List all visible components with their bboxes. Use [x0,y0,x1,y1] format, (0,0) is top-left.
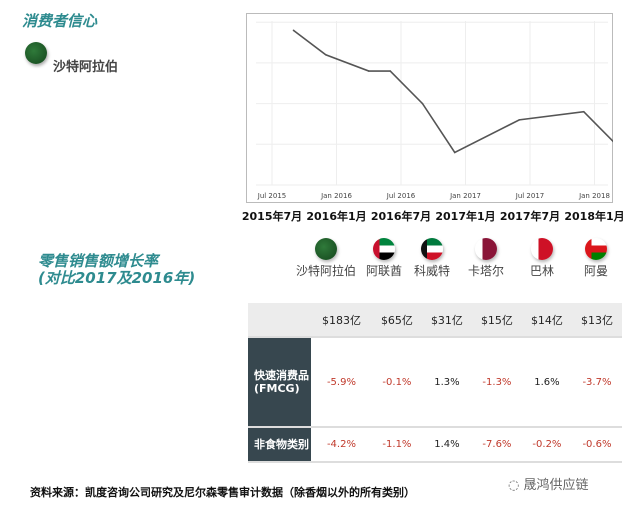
oman-flag-icon [585,238,607,260]
table-row-nonfood: 非食物类别 -4.2% -1.1% 1.4% -7.6% -0.2% -0.6% [248,426,622,463]
retail-growth-table: $183亿 $65亿 $31亿 $15亿 $14亿 $13亿 快速消费品 (FMCG) -5.… [248,303,622,463]
retail-title-line1: 零售销售额增长率 [38,252,159,270]
nonfood-growth-cell: -0.2% [521,426,572,463]
watermark: ◌ 晟鸿供应链 [508,474,589,493]
consumer-confidence-title: 消费者信心 [22,12,98,30]
retail-title-line2: (对比2017及2016年) [38,269,196,287]
data-point [518,119,521,121]
x-label-cn: 2016年1月 [306,210,367,223]
fmcg-growth-cell: -5.9% [311,336,372,427]
x-tick-label: Jan 2016 [320,192,352,200]
chart-frame [246,13,613,203]
kuwait-flag-icon [421,238,443,260]
market-size-cell: $14亿 [521,303,572,337]
country-label: 巴林 [529,264,555,278]
nonfood-growth-cell: 1.4% [421,426,472,463]
x-tick-label: Jul 2015 [257,192,287,200]
data-point [453,151,456,154]
nonfood-growth-cell: -4.2% [311,426,372,463]
x-label-cn: 2016年7月 [370,210,432,223]
x-label-cn: 2017年7月 [499,210,561,223]
data-point [421,102,424,105]
x-tick-label: Jan 2018 [578,192,610,200]
qatar-flag-icon [475,238,497,260]
market-size-cell: $13亿 [571,303,622,337]
country-label: 沙特阿拉伯 [295,264,357,278]
x-tick-label: Jul 2017 [515,192,545,200]
data-point [389,70,392,72]
consumer-confidence-chart: Jul 2015 Jan 2016 Jul 2016 Jan 2017 Jul 2017… [256,21,613,200]
market-size-cell: $15亿 [471,303,522,337]
fmcg-growth-cell: 1.3% [421,336,472,427]
table-header-row: $183亿 $65亿 $31亿 $15亿 $14亿 $13亿 [248,303,622,337]
country-label: 阿联酋 [365,264,403,278]
market-size-cell: $65亿 [371,303,422,337]
nonfood-growth-cell: -1.1% [371,426,422,463]
nonfood-growth-cell: -7.6% [471,426,522,463]
data-point [292,29,295,32]
country-label: 卡塔尔 [467,264,505,278]
country-label: 阿曼 [583,264,609,278]
watermark-text: 晟鸿供应链 [523,478,589,493]
retail-growth-title: 零售销售额增长率 (对比2017及2016年) [38,253,195,287]
row-header-nonfood: 非食物类别 [248,426,311,463]
table-row-fmcg: 快速消费品 (FMCG) -5.9% -0.1% 1.3% -1.3% 1.6% -3.7% [248,336,622,427]
wechat-icon: ◌ [508,478,524,493]
country-label: 沙特阿拉伯 [53,60,119,75]
source-footer: 资料来源：凯度咨询公司研究及尼尔森零售审计数据（除香烟以外的所有类别） [30,486,415,499]
x-tick-label: Jan 2017 [449,192,481,200]
fmcg-growth-cell: -1.3% [471,336,522,427]
country-label: 科威特 [413,264,451,278]
saudi-arabia-flag-icon [25,42,47,64]
fmcg-growth-cell: -3.7% [571,336,622,427]
fmcg-growth-cell: -0.1% [371,336,422,427]
market-size-cell: $31亿 [421,303,472,337]
data-point [582,110,585,113]
confidence-line [293,29,613,154]
x-label-cn: 2017年1月 [435,210,496,223]
x-label-cn: 2018年1月 [564,210,625,223]
uae-flag-icon [373,238,395,260]
data-point [324,53,327,56]
saudi-arabia-flag-icon [315,238,337,260]
nonfood-growth-cell: -0.6% [571,426,622,463]
fmcg-growth-cell: 1.6% [521,336,572,427]
x-label-cn: 2015年7月 [241,210,303,223]
bahrain-flag-icon [531,238,553,260]
row-header-fmcg: 快速消费品 (FMCG) [248,336,311,427]
x-tick-label: Jul 2016 [386,192,416,200]
data-point [367,70,370,72]
market-size-cell: $183亿 [311,303,372,337]
